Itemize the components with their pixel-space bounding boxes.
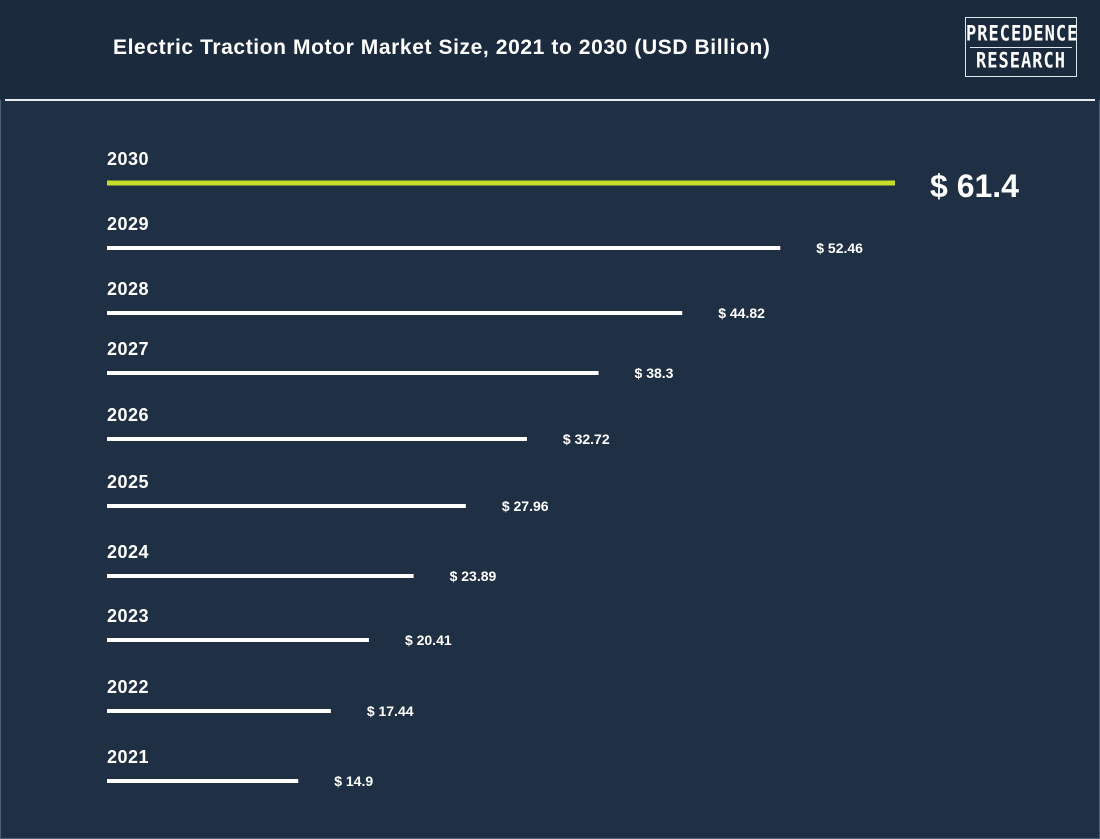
value-label-2029: $ 52.46 <box>816 240 863 256</box>
year-label-2030: 2030 <box>107 149 149 169</box>
year-label-2025: 2025 <box>107 472 149 492</box>
logo-line-1: PRECEDENCE <box>966 21 1079 47</box>
logo-line-2: RESEARCH <box>976 48 1066 74</box>
year-label-2029: 2029 <box>107 214 149 234</box>
value-label-2025: $ 27.96 <box>502 498 549 514</box>
chart-header: Electric Traction Motor Market Size, 202… <box>0 0 1100 100</box>
bar-2029 <box>107 246 781 250</box>
value-label-2021: $ 14.9 <box>334 773 373 789</box>
precedence-research-logo: PRECEDENCE RESEARCH <box>965 17 1077 77</box>
bar-2022 <box>107 709 331 713</box>
bar-2023 <box>107 638 369 642</box>
value-label-2022: $ 17.44 <box>367 703 414 719</box>
value-label-2027: $ 38.3 <box>635 365 674 381</box>
bar-2021 <box>107 779 299 783</box>
year-label-2022: 2022 <box>107 677 149 697</box>
bar-2030 <box>107 180 895 186</box>
value-label-2028: $ 44.82 <box>718 305 765 321</box>
bar-2026 <box>107 437 527 441</box>
year-label-2027: 2027 <box>107 339 149 359</box>
bar-2025 <box>107 504 466 508</box>
year-label-2024: 2024 <box>107 542 149 562</box>
chart-title: Electric Traction Motor Market Size, 202… <box>113 36 771 59</box>
year-label-2023: 2023 <box>107 606 149 626</box>
value-label-2024: $ 23.89 <box>450 568 497 584</box>
bar-2028 <box>107 311 683 315</box>
year-label-2026: 2026 <box>107 405 149 425</box>
bar-2027 <box>107 371 599 375</box>
year-label-2028: 2028 <box>107 279 149 299</box>
bar-2024 <box>107 574 414 578</box>
logo-divider <box>970 47 1072 48</box>
value-label-2023: $ 20.41 <box>405 632 452 648</box>
header-divider <box>5 99 1095 101</box>
value-label-2026: $ 32.72 <box>563 431 610 447</box>
year-label-2021: 2021 <box>107 747 149 767</box>
value-label-2030: $ 61.4 <box>930 168 1019 204</box>
